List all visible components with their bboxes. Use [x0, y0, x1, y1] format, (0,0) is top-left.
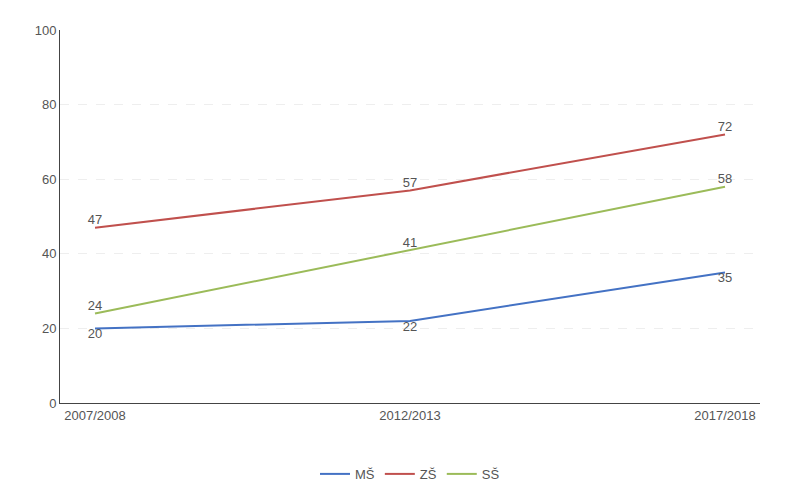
- svg-text:2017/2018: 2017/2018: [694, 408, 755, 423]
- svg-text:35: 35: [718, 270, 732, 285]
- svg-text:60: 60: [42, 172, 56, 187]
- svg-text:20: 20: [42, 321, 56, 336]
- svg-text:57: 57: [403, 175, 417, 190]
- svg-text:80: 80: [42, 97, 56, 112]
- svg-text:MŠ: MŠ: [355, 467, 375, 482]
- svg-text:58: 58: [718, 171, 732, 186]
- svg-text:40: 40: [42, 246, 56, 261]
- svg-text:2012/2013: 2012/2013: [379, 408, 440, 423]
- svg-text:ZŠ: ZŠ: [420, 467, 437, 482]
- svg-text:41: 41: [403, 235, 417, 250]
- svg-text:72: 72: [718, 119, 732, 134]
- svg-text:47: 47: [88, 212, 102, 227]
- svg-text:0: 0: [49, 396, 56, 411]
- svg-text:22: 22: [403, 319, 417, 334]
- svg-text:20: 20: [88, 326, 102, 341]
- svg-text:SŠ: SŠ: [482, 467, 500, 482]
- svg-text:24: 24: [88, 298, 102, 313]
- svg-text:2007/2008: 2007/2008: [64, 408, 125, 423]
- svg-text:100: 100: [35, 23, 57, 38]
